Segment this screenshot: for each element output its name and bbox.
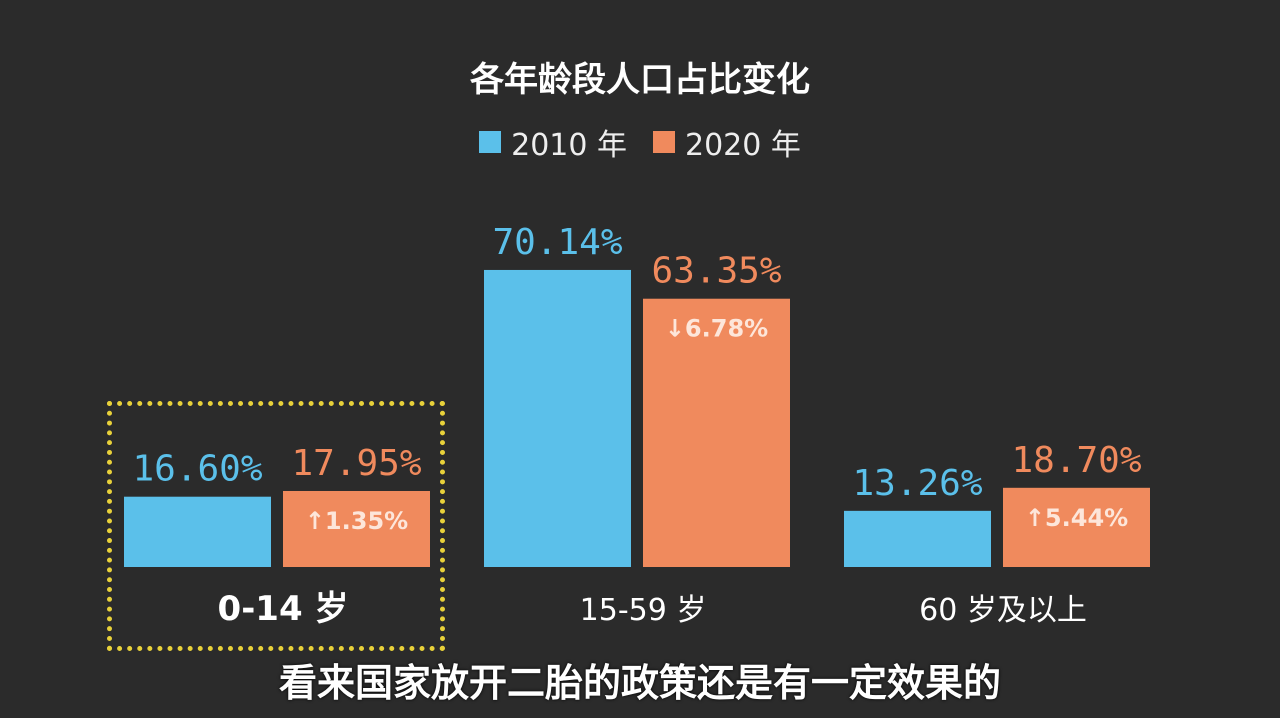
category-label: 15-59 岁 xyxy=(580,593,707,628)
legend-swatch xyxy=(479,131,502,153)
bar xyxy=(484,269,631,567)
category-label: 60 岁及以上 xyxy=(919,593,1087,628)
data-label: 16.60% xyxy=(132,449,262,490)
video-subtitle: 看来国家放开二胎的政策还是有一定效果的 xyxy=(278,661,1001,705)
legend-item-2010: 2010 年 xyxy=(479,120,627,164)
bar xyxy=(124,496,271,567)
data-label: 13.26% xyxy=(852,463,982,504)
change-label: ↑5.44% xyxy=(1025,504,1128,532)
data-label: 70.14% xyxy=(492,222,622,263)
bar xyxy=(643,298,790,567)
highlight-box xyxy=(107,401,445,651)
bar xyxy=(844,510,991,567)
change-label: ↓6.78% xyxy=(665,315,768,343)
legend-item-2020: 2020 年 xyxy=(653,120,801,164)
legend-swatch xyxy=(653,131,675,153)
legend-label: 2010 年 xyxy=(511,128,627,163)
data-label: 18.70% xyxy=(1011,440,1141,481)
bar xyxy=(283,490,430,567)
data-label: 17.95% xyxy=(291,443,421,484)
legend-label: 2020 年 xyxy=(685,128,801,163)
data-label: 63.35% xyxy=(651,251,781,292)
bar xyxy=(1003,487,1150,567)
legend: 2010 年 2020 年 xyxy=(0,120,1280,164)
change-label: ↑1.35% xyxy=(305,507,408,535)
category-label: 0-14 岁 xyxy=(218,589,349,629)
chart-title: 各年龄段人口占比变化 xyxy=(470,60,810,100)
